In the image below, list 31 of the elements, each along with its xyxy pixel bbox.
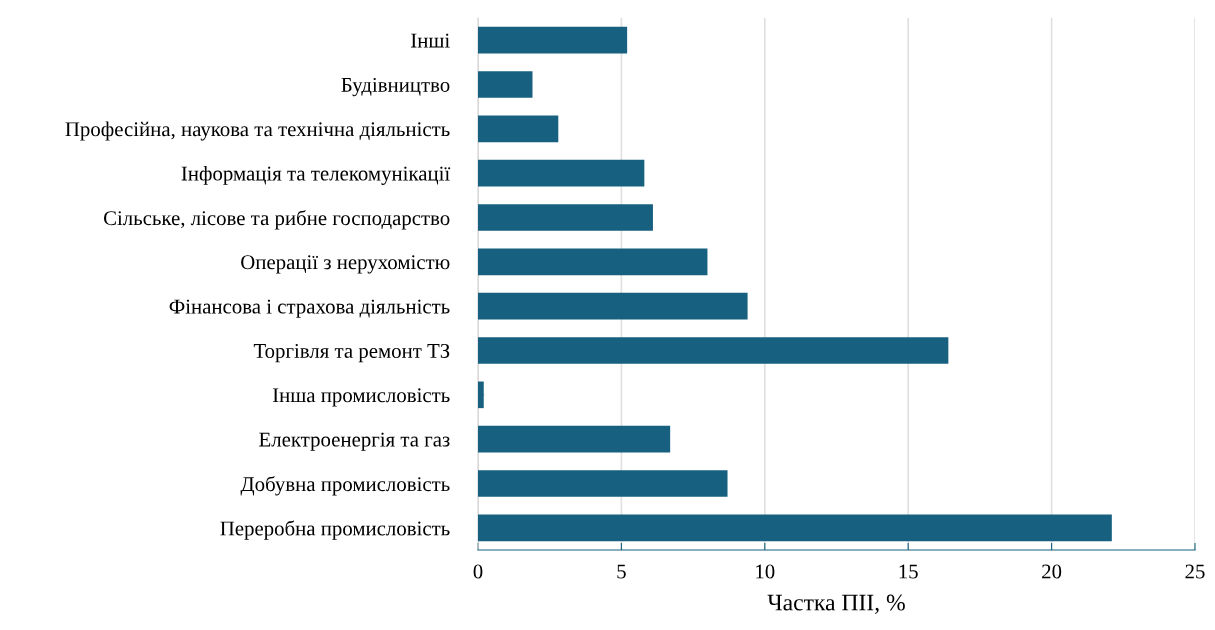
bar: [478, 470, 728, 497]
bar: [478, 292, 748, 320]
y-tick-label: Фінансова і страхова діяльність: [169, 299, 450, 318]
y-tick-label: Сільське, лісове та рибне господарство: [103, 210, 450, 230]
x-tick-label: 10: [756, 564, 775, 579]
y-tick-label: Переробна промисловість: [220, 520, 450, 540]
bar: [478, 514, 1112, 542]
x-tick-label: 15: [899, 564, 918, 579]
bar: [478, 159, 645, 187]
bar: [478, 425, 671, 453]
y-tick-label: Добувна промисловість: [240, 476, 450, 496]
x-tick-label: 25: [1185, 564, 1205, 579]
bar: [478, 337, 949, 364]
x-tick-label: 0: [473, 564, 483, 579]
x-tick-label: 5: [617, 564, 626, 579]
y-tick-label: Інша промисловість: [272, 388, 450, 407]
y-tick-label: Інші: [411, 33, 450, 48]
bar: [478, 204, 653, 231]
bar: [478, 248, 708, 276]
x-axis-title: Частка ПІІ, %: [767, 594, 905, 614]
y-tick-label: Торгівля та ремонт ТЗ: [253, 343, 450, 363]
y-tick-label: Професійна, наукова та технічна діяльність: [65, 121, 450, 141]
x-tick-label: 20: [1042, 564, 1062, 579]
y-tick-label: Операції з нерухомістю: [241, 255, 450, 274]
bar: [478, 71, 533, 98]
bar: [478, 115, 559, 143]
y-tick-label: Електроенергія та газ: [259, 432, 450, 451]
bar: [478, 381, 484, 409]
y-tick-label: Будівництво: [341, 77, 450, 97]
y-tick-label: Інформація та телекомунікації: [181, 165, 451, 185]
bar: [478, 26, 628, 54]
